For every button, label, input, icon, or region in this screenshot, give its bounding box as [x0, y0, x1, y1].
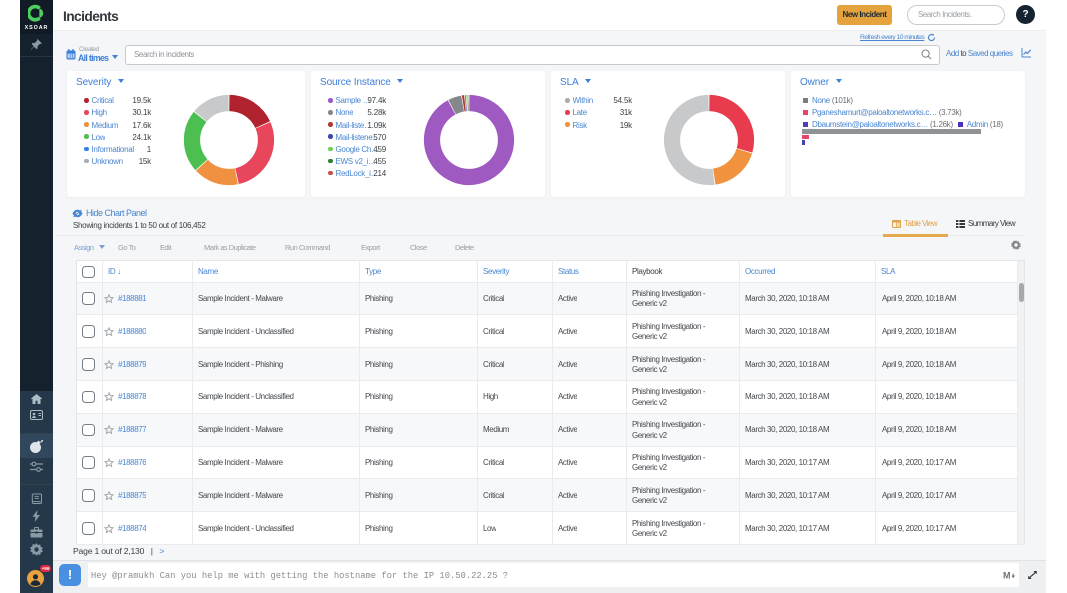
svg-text:M: M: [1003, 571, 1011, 581]
